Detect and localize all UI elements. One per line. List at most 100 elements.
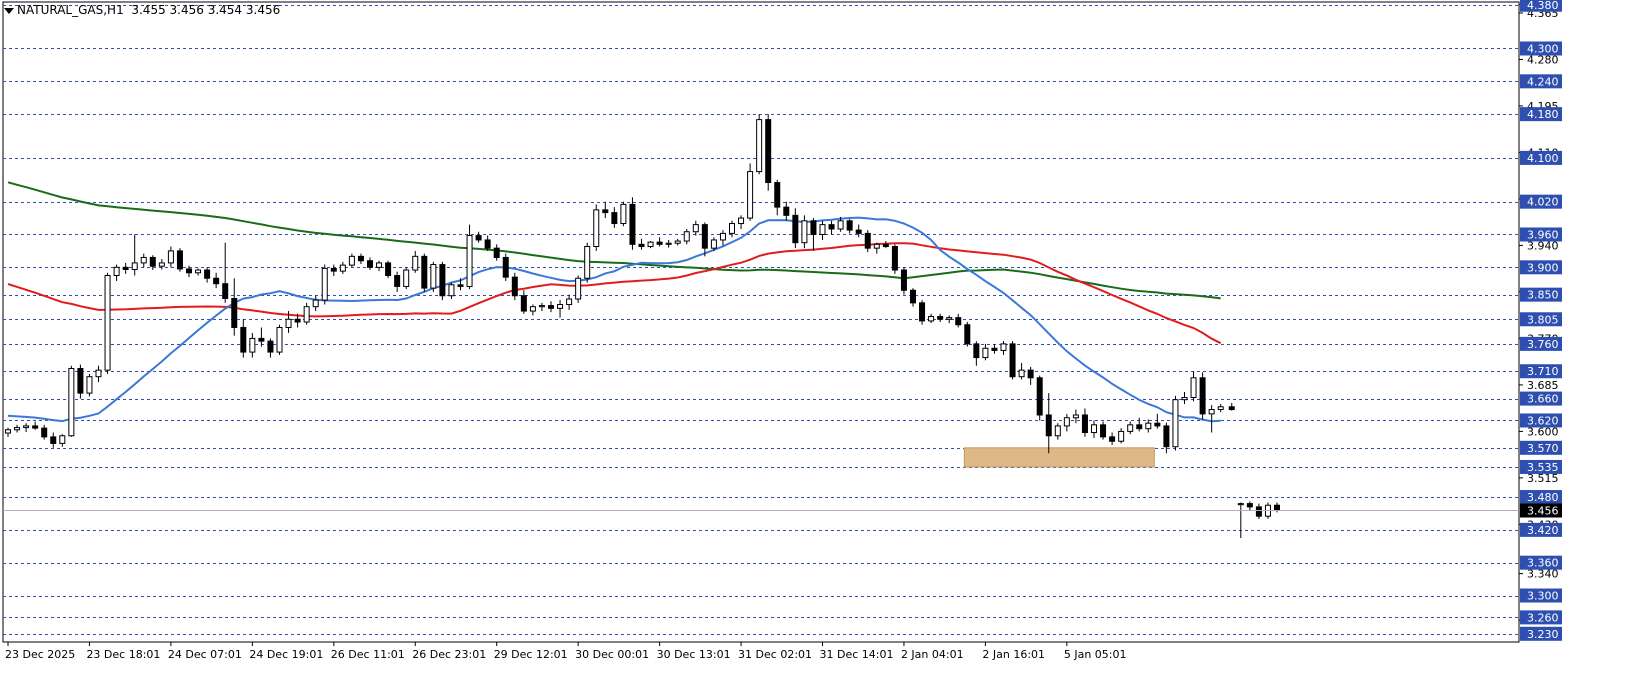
candle-body	[783, 206, 790, 216]
x-tick-label: 2 Jan 04:01	[901, 648, 964, 661]
candle-body	[41, 427, 48, 438]
candle-body	[5, 429, 11, 434]
candle-body	[891, 246, 898, 271]
level-label: 4.300	[1527, 42, 1559, 55]
level-label: 3.360	[1527, 557, 1559, 570]
level-label-box	[1520, 555, 1562, 570]
candle-body	[367, 260, 373, 268]
level-label-box	[1520, 626, 1562, 641]
candle-body	[204, 269, 211, 279]
candle-body	[1181, 396, 1188, 401]
candle-body	[756, 119, 763, 173]
candle-body	[68, 367, 75, 437]
candle-body	[1255, 506, 1262, 517]
candle-body	[520, 295, 527, 312]
candle-body	[285, 318, 292, 328]
candle-body	[258, 337, 265, 342]
candle-body	[14, 427, 21, 431]
candle-body	[701, 224, 708, 249]
candle-body	[1172, 399, 1179, 448]
candle-body	[1237, 503, 1244, 506]
candle-body	[502, 256, 509, 278]
candle-body	[611, 212, 618, 225]
candle-body	[403, 269, 410, 287]
candle-body	[982, 347, 989, 359]
candle-body	[810, 220, 817, 235]
candle-body	[1100, 424, 1107, 438]
candle-body	[919, 302, 926, 322]
candle-body	[738, 217, 745, 225]
candle-body	[77, 367, 84, 394]
candle-body	[294, 318, 301, 323]
candle-body	[50, 436, 57, 444]
candle-body	[303, 306, 310, 323]
candle-body	[584, 246, 591, 279]
candle-body	[575, 277, 582, 300]
y-tick-label: 3.940	[1527, 239, 1559, 252]
level-label: 4.380	[1527, 0, 1559, 12]
level-label: 3.230	[1527, 628, 1559, 641]
candle-body	[882, 243, 889, 248]
candle-body	[186, 268, 192, 274]
candle-body	[846, 220, 853, 231]
candle-body	[1009, 343, 1016, 378]
support-zone	[963, 447, 1155, 468]
level-label-box	[1520, 260, 1562, 275]
level-label: 3.660	[1527, 393, 1559, 406]
x-tick-label: 29 Dec 12:01	[494, 648, 568, 661]
level-label-box	[1520, 588, 1562, 603]
symbol-label: NATURAL_GAS,H1	[17, 3, 124, 17]
candle-body	[692, 224, 699, 233]
dropdown-triangle-icon[interactable]	[4, 7, 14, 14]
ma-fast-line	[7, 216, 1221, 423]
candle-body	[475, 235, 482, 241]
x-tick-label: 5 Jan 05:01	[1064, 648, 1127, 661]
candle-body	[828, 224, 835, 230]
level-label-box	[1520, 0, 1562, 12]
level-label-box	[1520, 413, 1562, 428]
level-label: 3.900	[1527, 261, 1559, 274]
level-label-box	[1520, 459, 1562, 474]
level-label-box	[1520, 74, 1562, 89]
candle-body	[900, 269, 907, 291]
x-tick-label: 31 Dec 02:01	[738, 648, 812, 661]
candle-body	[149, 256, 156, 267]
candle-body	[729, 223, 735, 234]
level-label: 3.620	[1527, 414, 1559, 427]
candle-body	[339, 264, 346, 272]
level-label-box	[1520, 440, 1562, 455]
candle-body	[855, 229, 862, 234]
x-tick-label: 24 Dec 07:01	[168, 648, 242, 661]
level-label-box	[1520, 364, 1562, 379]
candle-body	[167, 250, 174, 264]
candle-body	[1081, 414, 1088, 433]
level-label: 3.960	[1527, 228, 1559, 241]
level-label-box	[1520, 490, 1562, 505]
candle-body	[249, 337, 256, 353]
candle-body	[1145, 422, 1152, 430]
candle-body	[511, 276, 518, 297]
candle-body	[638, 243, 645, 248]
candle-body	[1154, 422, 1161, 427]
candle-body	[394, 275, 401, 287]
candle-body	[602, 209, 609, 214]
candle-body	[593, 209, 600, 248]
y-tick-label: 3.515	[1527, 472, 1559, 485]
candle-body	[122, 266, 129, 270]
y-tick-label: 3.685	[1527, 379, 1559, 392]
candle-body	[1018, 369, 1025, 378]
candle-body	[104, 275, 111, 371]
candle-body	[140, 256, 147, 264]
candle-body	[873, 243, 880, 249]
candle-body	[439, 264, 446, 297]
level-label-box	[1520, 41, 1562, 56]
level-label-box	[1520, 522, 1562, 537]
candle-body	[1228, 406, 1235, 411]
level-label-box	[1520, 610, 1562, 625]
level-label-box	[1520, 107, 1562, 122]
candle-body	[801, 220, 808, 244]
candle-body	[1136, 424, 1143, 430]
x-tick-label: 31 Dec 14:01	[820, 648, 894, 661]
